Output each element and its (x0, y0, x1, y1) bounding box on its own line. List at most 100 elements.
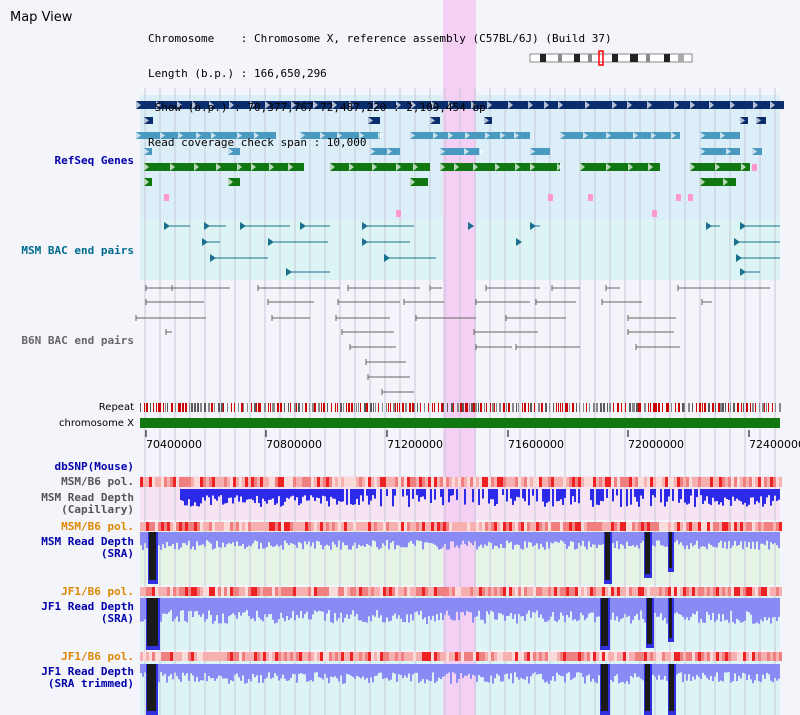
read-depth-bar (342, 489, 344, 502)
polymorphism-cell (518, 477, 521, 487)
read-depth-bar (594, 598, 596, 623)
read-depth-bar (586, 598, 588, 618)
track-label-jf1-depth-sra[interactable]: JF1 Read Depth (SRA) (41, 601, 134, 625)
track-label-b6n-bac[interactable]: B6N BAC end pairs (21, 334, 134, 347)
read-depth-bar (434, 598, 436, 622)
polymorphism-cell (335, 652, 338, 661)
read-depth-bar (502, 664, 504, 682)
polymorphism-cell (686, 652, 689, 661)
read-depth-bar (746, 598, 748, 612)
polymorphism-cell (575, 477, 578, 487)
polymorphism-cell (518, 522, 521, 531)
polymorphism-cell (656, 587, 659, 596)
read-depth-bar (432, 598, 434, 616)
read-depth-bar (732, 664, 734, 682)
track-label-msm-depth-capillary[interactable]: MSM Read Depth (Capillary) (41, 492, 134, 516)
track-label-repeat[interactable]: Repeat (98, 402, 134, 413)
read-depth-bar (526, 598, 528, 614)
read-depth-bar (666, 489, 668, 502)
read-depth-bar (684, 489, 686, 503)
polymorphism-cell (773, 477, 776, 487)
read-depth-bar (230, 532, 232, 544)
repeat-element (318, 403, 320, 412)
polymorphism-cell (575, 587, 578, 596)
read-depth-bar (434, 489, 436, 500)
polymorphism-cell (332, 587, 335, 596)
repeat-element (640, 403, 641, 412)
repeat-element (779, 403, 781, 412)
polymorphism-cell (260, 477, 263, 487)
axis-tick-label: 70400000 (146, 438, 202, 451)
read-depth-bar (556, 664, 558, 673)
polymorphism-cell (146, 587, 149, 596)
track-label-refseq-genes[interactable]: RefSeq Genes (54, 154, 134, 167)
read-depth-bar (694, 532, 696, 545)
label-line: (SRA trimmed) (47, 677, 134, 690)
gene-direction-arrow (726, 148, 731, 155)
read-depth-bar (752, 532, 754, 542)
read-depth-bar (404, 598, 406, 623)
read-depth-bar (548, 664, 550, 684)
gene-direction-arrow (606, 163, 611, 171)
track-label-jf1-depth-trimmed[interactable]: JF1 Read Depth (SRA trimmed) (41, 666, 134, 690)
track-label-jf1-b6-pol-2[interactable]: JF1/B6 pol. (61, 650, 134, 663)
track-label-msm-b6-pol-2[interactable]: MSM/B6 pol. (61, 520, 134, 533)
polymorphism-cell (248, 477, 251, 487)
track-label-msm-b6-pol-1[interactable]: MSM/B6 pol. (61, 475, 134, 488)
polymorphism-cell (536, 522, 539, 531)
read-depth-bar (230, 598, 232, 615)
polymorphism-cell (239, 652, 242, 661)
polymorphism-cell (683, 522, 686, 531)
polymorphism-cell (353, 477, 356, 487)
polymorphism-cell (518, 652, 521, 661)
polymorphism-cell (149, 587, 152, 596)
read-depth-bar (480, 532, 482, 545)
read-depth-bar (686, 489, 688, 505)
polymorphism-cell (419, 522, 422, 531)
track-label-jf1-b6-pol-1[interactable]: JF1/B6 pol. (61, 585, 134, 598)
read-depth-bar (564, 664, 566, 683)
polymorphism-cell (467, 652, 470, 661)
polymorphism-cell (707, 652, 710, 661)
read-depth-bar (718, 664, 720, 682)
repeat-element (662, 403, 663, 412)
polymorphism-cell (332, 652, 335, 661)
gene-direction-arrow (440, 163, 445, 171)
read-depth-bar (240, 489, 242, 497)
read-depth-bar (348, 598, 350, 619)
polymorphism-cell (140, 522, 143, 531)
polymorphism-cell (308, 477, 311, 487)
read-depth-bar (714, 489, 716, 502)
polymorphism-cell (671, 522, 674, 531)
read-depth-bar (660, 489, 662, 503)
read-depth-bar (516, 489, 518, 497)
read-depth-bar (358, 598, 360, 621)
read-depth-bar (628, 532, 630, 546)
polymorphism-cell (518, 587, 521, 596)
polymorphism-cell (683, 587, 686, 596)
repeat-element (178, 403, 180, 412)
polymorphism-cell (368, 477, 371, 487)
polymorphism-cell (533, 652, 536, 661)
polymorphism-cell (299, 477, 302, 487)
read-depth-bar (348, 664, 350, 675)
read-depth-bar (704, 532, 706, 547)
polymorphism-cell (524, 522, 527, 531)
read-depth-bar (462, 532, 464, 541)
polymorphism-cell (359, 587, 362, 596)
track-label-msm-depth-sra[interactable]: MSM Read Depth (SRA) (41, 536, 134, 560)
track-label-dbsnp[interactable]: dbSNP(Mouse) (54, 460, 134, 473)
polymorphism-cell (476, 477, 479, 487)
chromosome-bar (140, 418, 780, 428)
polymorphism-cell (263, 587, 266, 596)
read-depth-bar (408, 598, 410, 623)
read-depth-bar (738, 532, 740, 546)
polymorphism-cell (701, 522, 704, 531)
track-label-msm-bac[interactable]: MSM BAC end pairs (21, 244, 134, 257)
gene-direction-arrow (580, 163, 585, 171)
read-depth-bar (478, 664, 480, 676)
polymorphism-cell (218, 522, 221, 531)
gene-direction-arrow (752, 148, 757, 155)
read-depth-bar (710, 598, 712, 621)
